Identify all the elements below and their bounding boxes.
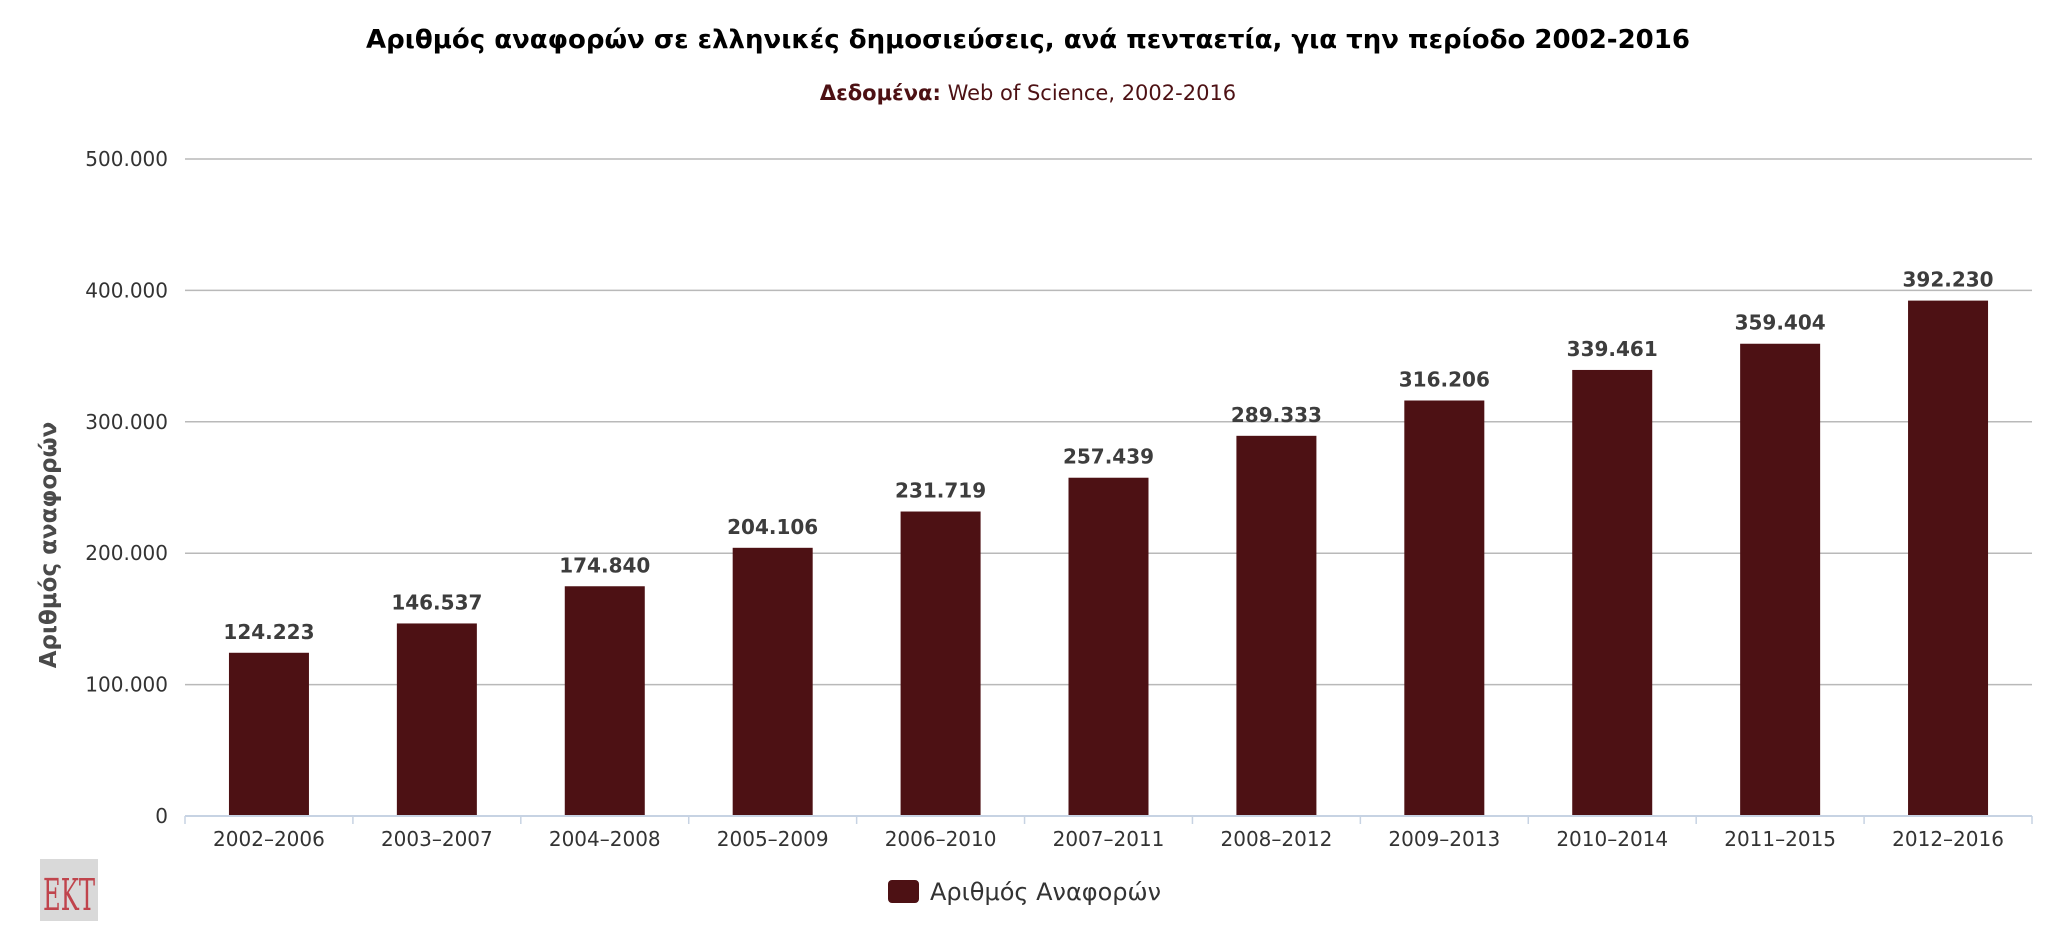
x-tick-label: 2003–2007	[381, 827, 493, 851]
subtitle-label: Δεδομένα:	[820, 81, 941, 105]
y-tick-label: 200.000	[85, 541, 168, 565]
data-label: 289.333	[1231, 403, 1322, 427]
data-label: 257.439	[1063, 445, 1154, 469]
ekt-logo: EKT	[40, 859, 98, 921]
legend[interactable]: Αριθμός Αναφορών	[888, 878, 1161, 906]
data-label: 339.461	[1567, 337, 1658, 361]
x-tick-label: 2009–2013	[1388, 827, 1500, 851]
bar[interactable]	[1404, 400, 1485, 816]
data-label: 124.223	[223, 620, 314, 644]
grid-lines	[185, 158, 2032, 686]
legend-label[interactable]: Αριθμός Αναφορών	[930, 878, 1161, 906]
bar[interactable]	[564, 586, 645, 816]
y-tick-label: 300.000	[85, 410, 168, 434]
data-label: 204.106	[727, 515, 818, 539]
y-tick-label: 400.000	[85, 278, 168, 302]
bar[interactable]	[1740, 343, 1821, 816]
bar[interactable]	[1908, 300, 1989, 817]
bars	[228, 300, 1989, 817]
y-tick-label: 500.000	[85, 147, 168, 171]
data-label: 359.404	[1735, 311, 1826, 335]
chart-subtitle: Δεδομένα: Web of Science, 2002-2016	[820, 81, 1236, 105]
chart-title: Αριθμός αναφορών σε ελληνικές δημοσιεύσε…	[366, 25, 1690, 55]
x-tick-label: 2011–2015	[1724, 827, 1836, 851]
x-tick-label: 2008–2012	[1221, 827, 1333, 851]
x-axis: 2002–2006 2003–2007 2004–2008 2005–2009 2006…	[184, 815, 2033, 851]
logo-background	[40, 859, 98, 921]
data-label: 392.230	[1902, 268, 1993, 292]
data-labels: 124.223 146.537 174.840 204.106 231.719 257.4…	[223, 268, 1993, 644]
bar[interactable]	[396, 623, 477, 816]
y-axis-ticks: 0 100.000 200.000 300.000 400.000 500.000	[85, 147, 168, 828]
data-label: 146.537	[391, 590, 482, 614]
data-label: 174.840	[559, 553, 650, 577]
x-tick-label: 2006–2010	[885, 827, 997, 851]
logo-text: EKT	[43, 870, 95, 921]
bar[interactable]	[1236, 435, 1317, 816]
data-label: 231.719	[895, 479, 986, 503]
x-tick-label: 2002–2006	[213, 827, 325, 851]
bar[interactable]	[228, 652, 309, 816]
x-tick-label: 2005–2009	[717, 827, 829, 851]
x-tick-label: 2007–2011	[1053, 827, 1165, 851]
x-tick-label: 2012–2016	[1892, 827, 2004, 851]
x-tick-label: 2004–2008	[549, 827, 661, 851]
subtitle-text: Web of Science, 2002-2016	[941, 81, 1236, 105]
legend-swatch[interactable]	[888, 880, 919, 903]
bar[interactable]	[900, 511, 981, 816]
y-tick-label: 0	[155, 804, 168, 828]
bar[interactable]	[1572, 369, 1653, 816]
y-axis-label: Αριθμός αναφορών	[36, 422, 62, 669]
bar[interactable]	[732, 547, 813, 816]
data-label: 316.206	[1399, 368, 1490, 392]
x-tick-label: 2010–2014	[1556, 827, 1668, 851]
y-tick-label: 100.000	[85, 673, 168, 697]
bar[interactable]	[1068, 477, 1149, 816]
